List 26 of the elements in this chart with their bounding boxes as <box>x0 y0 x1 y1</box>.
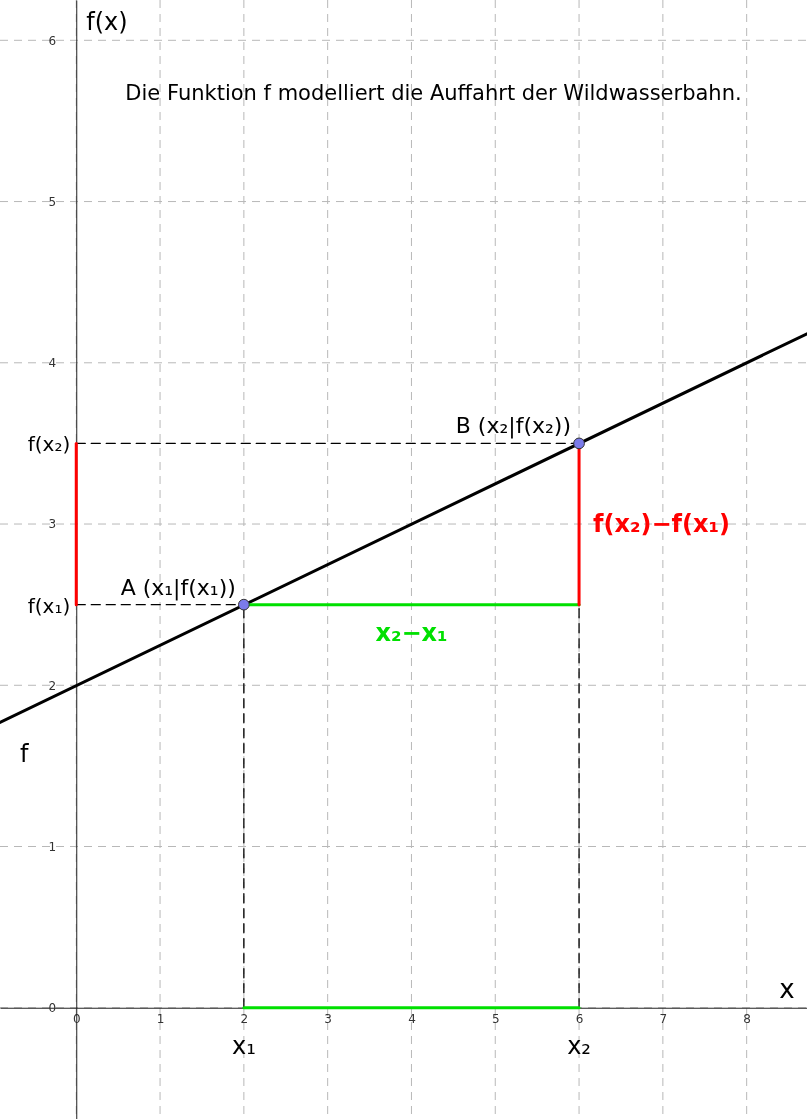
y-axis-title: f(x) <box>86 8 128 36</box>
series-label: f <box>20 740 29 769</box>
x-tick-label: 3 <box>324 1012 332 1027</box>
y-tick-label: 3 <box>48 517 57 532</box>
x-tick-label: 8 <box>743 1012 751 1027</box>
series-label: f(x₂)−f(x₁) <box>593 510 730 539</box>
text: Die Funktion f modelliert die Auffahrt der Wildwasserbahn. <box>125 81 742 105</box>
y-tick-label: 2 <box>48 678 57 693</box>
annotation: x₂ <box>567 1031 591 1060</box>
series-label: x₂−x₁ <box>375 618 448 647</box>
y-tick-label: 5 <box>48 194 57 209</box>
x-tick-label: 5 <box>491 1012 500 1027</box>
annotation: B (x₂|f(x₂)) <box>455 413 572 440</box>
annotation: f(x₂) <box>27 432 71 457</box>
y-tick-label: 1 <box>48 839 57 854</box>
annotation: f(x₁) <box>27 593 71 618</box>
annotation: x₁ <box>231 1031 256 1060</box>
x-tick-label: 4 <box>408 1012 416 1027</box>
x-tick-label: 6 <box>575 1012 584 1027</box>
x-tick-label: 7 <box>659 1012 668 1027</box>
annotation: A (x₁|f(x₁)) <box>120 574 236 601</box>
x-axis-title: x <box>779 973 795 1004</box>
y-tick-label: 6 <box>48 33 57 48</box>
x-tick-label: 1 <box>156 1012 165 1027</box>
y-tick-label: 4 <box>48 356 57 371</box>
x-tick-label: 2 <box>240 1012 249 1027</box>
